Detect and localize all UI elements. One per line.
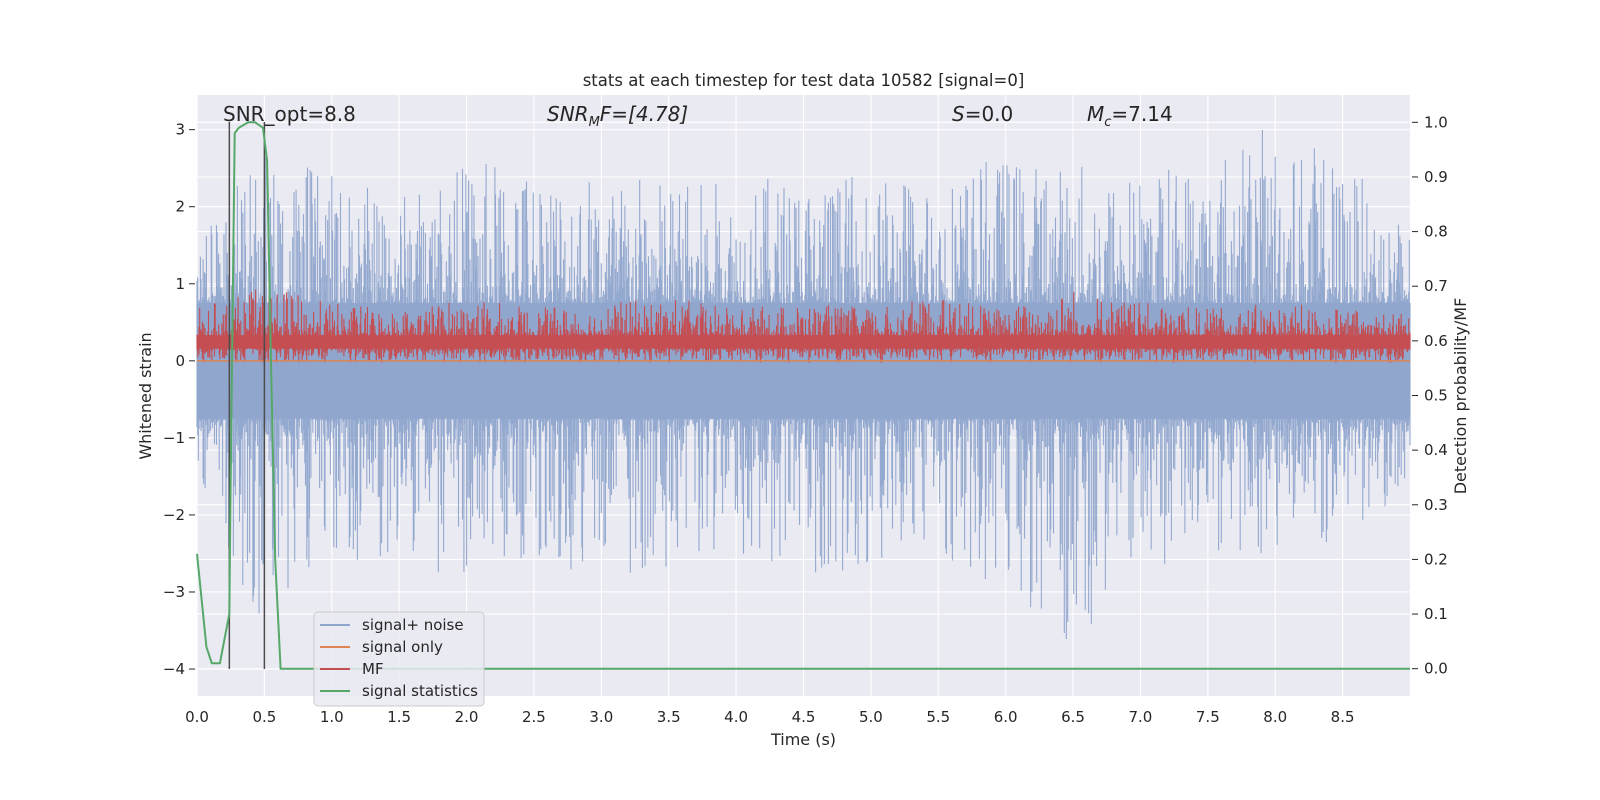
- annotation-snr-mf-sub: M: [589, 115, 600, 130]
- x-tick-label-14: 7.0: [1129, 708, 1153, 726]
- annotation-mc-base: M: [1087, 102, 1104, 126]
- x-tick-label-3: 1.5: [387, 708, 411, 726]
- annotation-snr-opt: SNR_opt=8.8: [223, 102, 356, 126]
- y-right-tick-label-4: 0.4: [1424, 441, 1448, 459]
- x-tick-label-2: 1.0: [320, 708, 344, 726]
- annotation-s-italic: S: [952, 102, 965, 126]
- x-axis-label: Time (s): [770, 730, 836, 749]
- annotation-snr-mf-base: SNR: [547, 102, 589, 126]
- legend-label-signal-statistics: signal statistics: [362, 682, 478, 700]
- x-tick-label-15: 7.5: [1196, 708, 1220, 726]
- legend-label-signal-only: signal only: [362, 638, 443, 656]
- y-axis-label: Whitened strain: [136, 332, 155, 459]
- x-tick-label-17: 8.5: [1331, 708, 1355, 726]
- y-right-tick-label-7: 0.7: [1424, 277, 1448, 295]
- y-tick-label-4: 0: [175, 352, 185, 370]
- annotation-snr-mf: SNRMF=[4.78]: [547, 102, 688, 130]
- y-tick-label-3: −1: [163, 429, 185, 447]
- x-tick-label-1: 0.5: [252, 708, 276, 726]
- x-tick-label-6: 3.0: [589, 708, 613, 726]
- x-tick-label-11: 5.5: [926, 708, 950, 726]
- legend-label-mf: MF: [362, 660, 384, 678]
- y-tick-label-2: −2: [163, 506, 185, 524]
- annotation-snr-mf-rest: F=[4.78]: [600, 102, 688, 126]
- y-tick-label-7: 3: [175, 121, 185, 139]
- x-tick-label-0: 0.0: [185, 708, 209, 726]
- chart-title: stats at each timestep for test data 105…: [583, 71, 1025, 90]
- y-ticks-right: 0.0 0.1 0.2 0.3 0.4 0.5 0.6 0.7 0.8 0.9 1.0: [1412, 113, 1448, 678]
- annotation-mc-sub: c: [1104, 115, 1111, 130]
- x-tick-label-16: 8.0: [1263, 708, 1287, 726]
- annotation-mc-rest: =7.14: [1111, 102, 1172, 126]
- y-tick-label-5: 1: [175, 275, 185, 293]
- legend-label-signal-plus-noise: signal+ noise: [362, 616, 464, 634]
- y-right-tick-label-5: 0.5: [1424, 387, 1448, 405]
- y-right-tick-label-9: 0.9: [1424, 168, 1448, 186]
- x-tick-label-4: 2.0: [455, 708, 479, 726]
- y-right-tick-label-1: 0.1: [1424, 605, 1448, 623]
- y-tick-label-0: −4: [163, 660, 185, 678]
- series-signal-statistics: [196, 121, 1410, 670]
- x-tick-label-8: 4.0: [724, 708, 748, 726]
- annotation-s: S=0.0: [952, 102, 1013, 126]
- x-tick-label-13: 6.5: [1061, 708, 1085, 726]
- x-tick-label-7: 3.5: [657, 708, 681, 726]
- signal-statistics-line: [196, 121, 1410, 670]
- y-right-tick-label-2: 0.2: [1424, 550, 1448, 568]
- y-ticks-left: −4 −3 −2 −1 0 1 2 3: [163, 121, 195, 678]
- y-right-tick-label-3: 0.3: [1424, 496, 1448, 514]
- x-tick-label-12: 6.0: [994, 708, 1018, 726]
- annotation-mc: Mc=7.14: [1087, 102, 1173, 130]
- y-right-tick-label-10: 1.0: [1424, 113, 1448, 131]
- mf-core: [197, 335, 1410, 349]
- x-ticks: 0.0 0.5 1.0 1.5 2.0 2.5 3.0 3.5 4.0 4.5 5.0 5.5 6.0 6…: [185, 708, 1354, 726]
- y-axis-label-right: Detection probability/MF: [1451, 298, 1470, 495]
- y-tick-label-1: −3: [163, 583, 185, 601]
- y-right-tick-label-0: 0.0: [1424, 660, 1448, 678]
- y-right-tick-label-6: 0.6: [1424, 332, 1448, 350]
- y-right-tick-label-8: 0.8: [1424, 223, 1448, 241]
- annotation-s-rest: =0.0: [965, 102, 1014, 126]
- legend-box: [313, 611, 485, 707]
- legend: signal+ noise signal only MF signal stat…: [313, 611, 485, 707]
- x-tick-label-9: 4.5: [792, 708, 816, 726]
- x-tick-label-10: 5.0: [859, 708, 883, 726]
- x-tick-label-5: 2.5: [522, 708, 546, 726]
- series-mf: [196, 289, 1411, 363]
- y-tick-label-6: 2: [175, 198, 185, 216]
